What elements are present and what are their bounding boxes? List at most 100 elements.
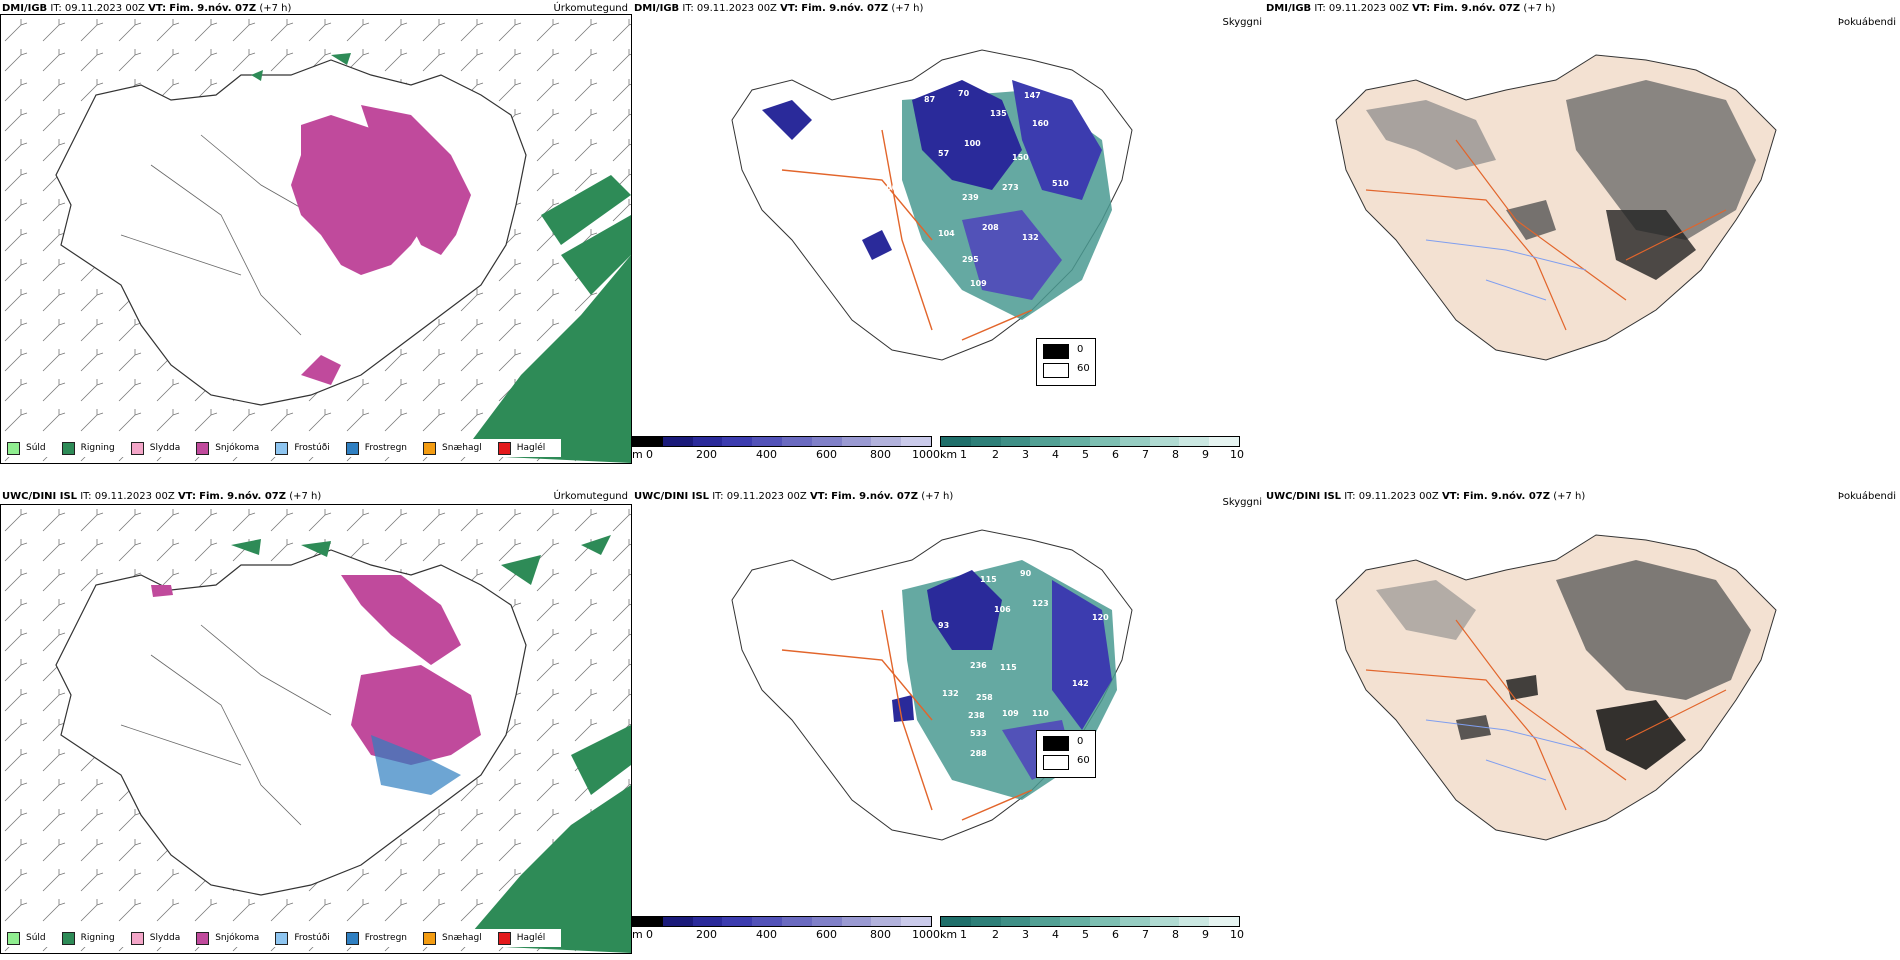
map-frame: Súld Rigning Slydda Snjókoma Frostúði Fr… bbox=[0, 504, 632, 954]
it-value: 09.11.2023 00Z bbox=[696, 3, 777, 14]
cloud-base-value: 132 bbox=[1022, 233, 1039, 242]
legend-swatch bbox=[275, 931, 289, 945]
legend-swatch bbox=[196, 931, 210, 945]
model-name: UWC/DINI ISL bbox=[634, 491, 710, 502]
it-label: IT: bbox=[712, 491, 724, 502]
legend-item: Snjókoma bbox=[196, 931, 259, 945]
cloud-base-ticks: m 0 200 400 600 800 1000 bbox=[632, 928, 940, 941]
cloud-base-value: 142 bbox=[1072, 679, 1089, 688]
it-value: 09.11.2023 00Z bbox=[64, 3, 145, 14]
panel-title: Þokuábendi bbox=[1837, 17, 1896, 28]
visibility-map: 235 87 115 90 106 123 93 120 236 115 142… bbox=[731, 529, 1133, 841]
it-label: IT: bbox=[1344, 491, 1356, 502]
legend-item: Rigning bbox=[61, 441, 115, 455]
fog-area bbox=[1376, 580, 1476, 640]
legend-swatch bbox=[130, 931, 144, 945]
fog-panel: DMI/IGB IT: 09.11.2023 00Z VT: Fim. 9.nó… bbox=[1266, 0, 1900, 480]
fog-area bbox=[1366, 100, 1496, 170]
legend-item: Slydda bbox=[130, 441, 180, 455]
vt-value: Fim. 9.nóv. 07Z bbox=[1433, 3, 1521, 14]
cloud-base-value: 90 bbox=[1020, 569, 1032, 578]
fog-scale: 0 60 bbox=[1036, 338, 1096, 386]
legend-swatch bbox=[423, 441, 437, 455]
cloud-base-value: 109 bbox=[1002, 709, 1019, 718]
cloud-base-value: 120 bbox=[1092, 613, 1109, 622]
road-lines bbox=[120, 624, 332, 826]
legend-item: Frostúði bbox=[275, 441, 330, 455]
cloud-base-value: 104 bbox=[938, 229, 955, 238]
cloud-base-value: 106 bbox=[994, 605, 1011, 614]
rain-area bbox=[231, 535, 611, 585]
cloud-base-area bbox=[862, 230, 892, 260]
cloud-base-value: 160 bbox=[1032, 119, 1049, 128]
lead-time: (+7 h) bbox=[259, 3, 292, 14]
cloud-base-area bbox=[892, 695, 914, 722]
cloud-base-value: 109 bbox=[970, 279, 987, 288]
cloud-base-area bbox=[927, 570, 1002, 650]
legend-swatch bbox=[7, 931, 20, 945]
cloud-base-value: 93 bbox=[938, 621, 949, 630]
precip-type-panel: UWC/DINI ISL IT: 09.11.2023 00Z VT: Fim.… bbox=[0, 480, 632, 960]
cloud-base-value: 235 bbox=[972, 555, 989, 564]
cloud-base-value: 79 bbox=[984, 77, 996, 86]
cloud-base-value: 208 bbox=[982, 223, 999, 232]
cloud-base-value: 533 bbox=[970, 729, 987, 738]
vt-value: Fim. 9.nóv. 07Z bbox=[801, 3, 889, 14]
river-lines bbox=[1425, 719, 1587, 781]
cloud-base-value: 280 bbox=[872, 113, 889, 122]
it-value: 09.11.2023 00Z bbox=[1358, 491, 1439, 502]
legend-item: Rigning bbox=[61, 931, 115, 945]
it-value: 09.11.2023 00Z bbox=[94, 491, 175, 502]
panel-header: UWC/DINI ISL IT: 09.11.2023 00Z VT: Fim.… bbox=[634, 490, 953, 504]
lead-time: (+7 h) bbox=[891, 3, 924, 14]
road-lines bbox=[1365, 139, 1727, 331]
visibility-panel: DMI/IGB IT: 09.11.2023 00Z VT: Fim. 9.nó… bbox=[632, 0, 1266, 480]
it-label: IT: bbox=[682, 3, 694, 14]
cloud-base-value: 122 bbox=[822, 161, 839, 170]
cloud-base-value: 239 bbox=[962, 193, 979, 202]
legend-swatch bbox=[61, 441, 75, 455]
it-value: 09.11.2023 00Z bbox=[726, 491, 807, 502]
cloud-base-value: 150 bbox=[1012, 153, 1029, 162]
model-name: DMI/IGB bbox=[2, 3, 48, 14]
fog-scale: 0 60 bbox=[1036, 730, 1096, 778]
vt-label: VT: bbox=[148, 3, 167, 14]
panel-title: Skyggni bbox=[1222, 17, 1262, 28]
rain-area bbox=[541, 175, 631, 245]
cloud-base-area bbox=[962, 210, 1062, 300]
fog-area bbox=[1606, 210, 1696, 280]
fog-map bbox=[1335, 534, 1777, 841]
legend-swatch bbox=[423, 931, 437, 945]
vt-label: VT: bbox=[1412, 3, 1431, 14]
legend-item: Haglél bbox=[497, 931, 545, 945]
panel-title: Úrkomutegund bbox=[553, 491, 628, 502]
visibility-scale: km 1 2 3 4 5 6 7 8 9 10 bbox=[940, 916, 1244, 941]
legend-swatch bbox=[130, 441, 144, 455]
lead-time: (+7 h) bbox=[1553, 491, 1586, 502]
rain-area bbox=[571, 725, 631, 795]
fog-area bbox=[1596, 700, 1686, 770]
cloud-base-value: 147 bbox=[1024, 91, 1041, 100]
vt-label: VT: bbox=[1441, 491, 1460, 502]
legend-item: Frostregn bbox=[345, 441, 407, 455]
panel-header: DMI/IGB IT: 09.11.2023 00Z VT: Fim. 9.nó… bbox=[634, 2, 923, 16]
panel-header: UWC/DINI ISL IT: 09.11.2023 00Z VT: Fim.… bbox=[1266, 490, 1585, 504]
fog-area bbox=[1556, 560, 1751, 700]
cloud-base-value: 288 bbox=[970, 749, 987, 758]
cloud-base-area bbox=[762, 100, 812, 140]
cloud-base-value: 295 bbox=[962, 255, 979, 264]
snow-area bbox=[151, 585, 173, 597]
freezing-rain-area bbox=[371, 735, 461, 795]
cloud-base-labels: 235 87 115 90 106 123 93 120 236 115 142… bbox=[846, 555, 1109, 758]
cloud-base-area bbox=[912, 80, 1022, 190]
snow-area bbox=[301, 355, 341, 385]
legend-item: Frostúði bbox=[275, 931, 330, 945]
panel-title: Úrkomutegund bbox=[553, 3, 628, 14]
cloud-base-labels: 87 70 79 147 135 160 57 100 150 273 510 … bbox=[822, 77, 1069, 288]
visibility-map: 87 70 79 147 135 160 57 100 150 273 510 … bbox=[731, 49, 1133, 361]
rain-area bbox=[461, 785, 631, 953]
cloud-base-value: 66 bbox=[886, 183, 898, 192]
precip-type-map bbox=[1, 505, 631, 953]
cloud-base-value: 57 bbox=[938, 149, 949, 158]
legend-swatch bbox=[196, 441, 210, 455]
